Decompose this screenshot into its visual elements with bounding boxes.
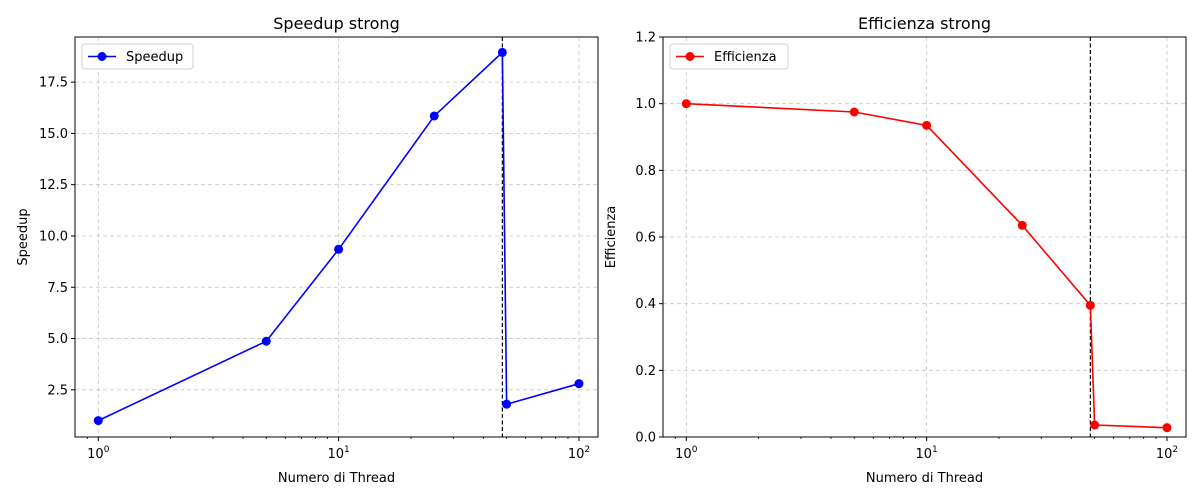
x-tick-label: 102 [568,445,590,462]
data-point [922,120,932,130]
x-axis-label: Numero di Thread [278,471,395,486]
data-point [429,111,439,121]
axes-frame [74,36,599,438]
x-tick-label: 100 [675,445,698,462]
data-point [497,47,507,57]
x-tick-label-exponent: 2 [1172,445,1178,455]
x-tick-label-exponent: 1 [344,445,350,455]
x-axis-label: Numero di Thread [866,471,983,486]
data-point [261,336,271,346]
data-point [1085,300,1095,310]
x-tick-label-base: 10 [327,447,344,462]
data-point [1017,220,1027,230]
chart-title: Efficienza strong [858,14,991,33]
y-tick-label: 7.5 [47,281,68,296]
y-tick-label: 12.5 [39,178,68,193]
data-point [681,99,691,109]
x-tick-label-base: 10 [1156,447,1173,462]
speedup-chart: 100 101 1022.55.07.510.012.515.017.5Speedu… [16,14,599,486]
legend-box [669,43,789,70]
y-tick-label: 1.0 [635,97,656,112]
legend: Speedup [81,43,194,70]
x-tick-label-exponent: 0 [104,445,110,455]
y-tick-label: 15.0 [39,127,68,142]
data-point [1090,420,1100,430]
y-tick-label: 1.2 [635,31,656,46]
x-tick-label-exponent: 1 [932,445,938,455]
legend-box [81,43,194,70]
x-tick-label-exponent: 2 [584,445,590,455]
data-point [1162,423,1172,433]
y-tick-label: 10.0 [39,229,68,244]
legend: Efficienza [669,43,789,70]
data-point [93,416,103,426]
x-tick-label-base: 10 [915,447,932,462]
y-tick-label: 0.8 [635,164,656,179]
y-tick-label: 5.0 [47,332,68,347]
legend-label: Speedup [126,50,183,65]
data-point [502,399,512,409]
y-tick-label: 0.6 [635,231,656,246]
data-point [574,379,584,389]
x-tick-label-base: 10 [87,447,104,462]
data-point [334,244,344,254]
x-tick-label-base: 10 [675,447,692,462]
legend-marker-swatch [685,52,695,61]
efficienza-chart: 100 101 1020.00.20.40.60.81.01.2Efficienza… [604,14,1187,486]
x-tick-label: 100 [87,445,110,462]
y-tick-label: 2.5 [47,383,68,398]
x-tick-label: 101 [915,445,937,462]
chart-title: Speedup strong [273,14,399,33]
y-tick-label: 0.4 [635,297,656,312]
y-tick-label: 0.2 [635,364,656,379]
y-axis-label: Speedup [16,208,31,265]
data-point [849,107,859,117]
x-tick-label: 101 [327,445,349,462]
legend-label: Efficienza [714,50,777,65]
axes-frame [662,36,1187,438]
y-tick-label: 0.0 [635,431,656,446]
y-axis-label: Efficienza [604,206,619,269]
x-tick-label-base: 10 [568,447,585,462]
legend-marker-swatch [97,52,107,61]
y-tick-label: 17.5 [39,76,68,91]
x-tick-label: 102 [1156,445,1178,462]
x-tick-label-exponent: 0 [692,445,698,455]
